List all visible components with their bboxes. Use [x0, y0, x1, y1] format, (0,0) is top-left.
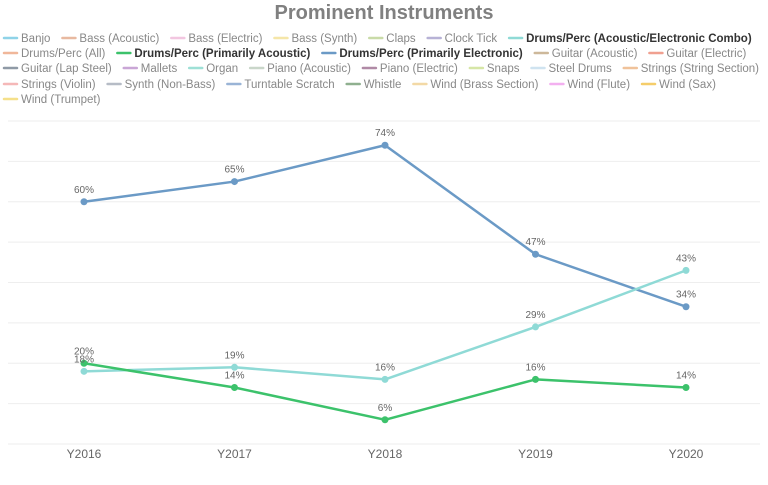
legend-item-piano-acoustic[interactable]: Piano (Acoustic) [248, 63, 351, 75]
legend-item-guitar-lap-steel[interactable]: Guitar (Lap Steel) [2, 63, 112, 75]
legend-label: Drums/Perc (All) [21, 48, 106, 60]
legend-label: Clock Tick [445, 33, 498, 45]
legend-label: Guitar (Electric) [666, 48, 746, 60]
legend-label: Bass (Acoustic) [79, 33, 159, 45]
legend-label: Synth (Non-Bass) [125, 79, 216, 91]
data-point[interactable] [381, 141, 389, 149]
x-tick-label: Y2017 [217, 447, 252, 461]
legend-item-turntable-scratch[interactable]: Turntable Scratch [226, 79, 335, 91]
legend-label: Guitar (Acoustic) [552, 48, 638, 60]
data-point[interactable] [682, 303, 690, 311]
data-point[interactable] [80, 367, 88, 375]
data-labels: 60% 65% 74% 47% 34% 18% 19% 16% 29% 43% 20% 14% 6% 16… [74, 128, 696, 414]
data-label: 65% [224, 165, 244, 176]
data-label: 20% [74, 346, 94, 357]
data-label: 74% [375, 128, 395, 139]
data-label: 34% [676, 290, 696, 301]
chart-title: Prominent Instruments [275, 2, 494, 24]
legend-item-wind-flute[interactable]: Wind (Flute) [549, 79, 630, 91]
data-point[interactable] [231, 383, 238, 391]
legend-label: Piano (Electric) [380, 63, 458, 75]
legend-label: Banjo [21, 33, 50, 45]
legend-item-organ[interactable]: Organ [187, 63, 238, 75]
legend-item-drums-perc-primarily-acoustic[interactable]: Drums/Perc (Primarily Acoustic) [116, 48, 310, 60]
x-axis: Y2016 Y2017 Y2018 Y2019 Y2020 [67, 447, 704, 461]
legend-label: Strings (Violin) [21, 79, 96, 91]
legend-label: Wind (Sax) [659, 79, 716, 91]
legend-item-bass-electric[interactable]: Bass (Electric) [170, 33, 263, 45]
data-label: 47% [525, 237, 545, 248]
legend-item-guitar-electric[interactable]: Guitar (Electric) [648, 48, 746, 60]
data-point[interactable] [381, 416, 389, 424]
legend-item-drums-perc-acoustic-electronic-combo[interactable]: Drums/Perc (Acoustic/Electronic Combo) [507, 33, 752, 45]
data-point[interactable] [80, 198, 88, 206]
x-tick-label: Y2016 [67, 447, 102, 461]
legend-label: Organ [206, 63, 238, 75]
legend-label: Steel Drums [548, 63, 612, 75]
data-label: 60% [74, 185, 94, 196]
legend-item-steel-drums[interactable]: Steel Drums [530, 63, 612, 75]
legend-label: Drums/Perc (Acoustic/Electronic Combo) [526, 33, 752, 45]
data-point[interactable] [231, 363, 238, 371]
legend-label: Strings (String Section) [641, 63, 759, 75]
legend-label: Whistle [364, 79, 402, 91]
data-label: 14% [224, 370, 244, 381]
data-point[interactable] [682, 383, 690, 391]
legend-item-banjo[interactable]: Banjo [2, 33, 50, 45]
legend-item-whistle[interactable]: Whistle [345, 79, 402, 91]
legend-label: Bass (Synth) [291, 33, 357, 45]
x-tick-label: Y2018 [368, 447, 403, 461]
legend-label: Drums/Perc (Primarily Acoustic) [134, 48, 310, 60]
legend-label: Drums/Perc (Primarily Electronic) [339, 48, 523, 60]
legend-item-drums-perc-all[interactable]: Drums/Perc (All) [2, 48, 106, 60]
legend-item-strings-string-section[interactable]: Strings (String Section) [622, 63, 759, 75]
legend-label: Wind (Brass Section) [430, 79, 538, 91]
data-label: 43% [676, 253, 696, 264]
data-label: 29% [525, 310, 545, 321]
data-label: 18% [74, 354, 94, 365]
data-label: 19% [224, 350, 244, 361]
data-label: 6% [378, 403, 393, 414]
legend-item-wind-sax[interactable]: Wind (Sax) [640, 79, 716, 91]
legend-item-synth-non-bass[interactable]: Synth (Non-Bass) [106, 79, 216, 91]
legend-item-claps[interactable]: Claps [368, 33, 416, 45]
series-points [80, 141, 690, 424]
legend-item-strings-violin[interactable]: Strings (Violin) [2, 79, 96, 91]
legend-label: Snaps [487, 63, 520, 75]
legend-label: Wind (Trumpet) [21, 94, 101, 106]
legend: Banjo Bass (Acoustic) Bass (Electric) Bass … [2, 33, 759, 106]
legend-item-wind-brass-section[interactable]: Wind (Brass Section) [412, 79, 539, 91]
data-label: 14% [676, 370, 696, 381]
data-point[interactable] [80, 359, 88, 367]
x-tick-label: Y2019 [518, 447, 553, 461]
legend-label: Claps [386, 33, 416, 45]
legend-label: Turntable Scratch [244, 79, 334, 91]
legend-label: Guitar (Lap Steel) [21, 63, 112, 75]
x-tick-label: Y2020 [669, 447, 704, 461]
data-point[interactable] [532, 323, 539, 331]
legend-label: Wind (Flute) [567, 79, 630, 91]
legend-item-mallets[interactable]: Mallets [122, 63, 178, 75]
grid [8, 120, 760, 445]
legend-item-bass-acoustic[interactable]: Bass (Acoustic) [61, 33, 159, 45]
legend-item-wind-trumpet[interactable]: Wind (Trumpet) [2, 94, 101, 106]
data-label: 16% [525, 362, 545, 373]
legend-item-bass-synth[interactable]: Bass (Synth) [273, 33, 357, 45]
data-point[interactable] [231, 178, 238, 186]
legend-label: Bass (Electric) [188, 33, 262, 45]
data-point[interactable] [532, 375, 539, 383]
data-point[interactable] [381, 375, 389, 383]
legend-item-piano-electric[interactable]: Piano (Electric) [361, 63, 458, 75]
data-label: 16% [375, 362, 395, 373]
legend-item-snaps[interactable]: Snaps [468, 63, 520, 75]
data-point[interactable] [682, 266, 690, 274]
legend-item-drums-perc-primarily-electronic[interactable]: Drums/Perc (Primarily Electronic) [321, 48, 523, 60]
legend-item-guitar-acoustic[interactable]: Guitar (Acoustic) [533, 48, 638, 60]
legend-label: Piano (Acoustic) [267, 63, 351, 75]
data-point[interactable] [532, 250, 539, 258]
legend-item-clock-tick[interactable]: Clock Tick [426, 33, 498, 45]
legend-label: Mallets [141, 63, 178, 75]
